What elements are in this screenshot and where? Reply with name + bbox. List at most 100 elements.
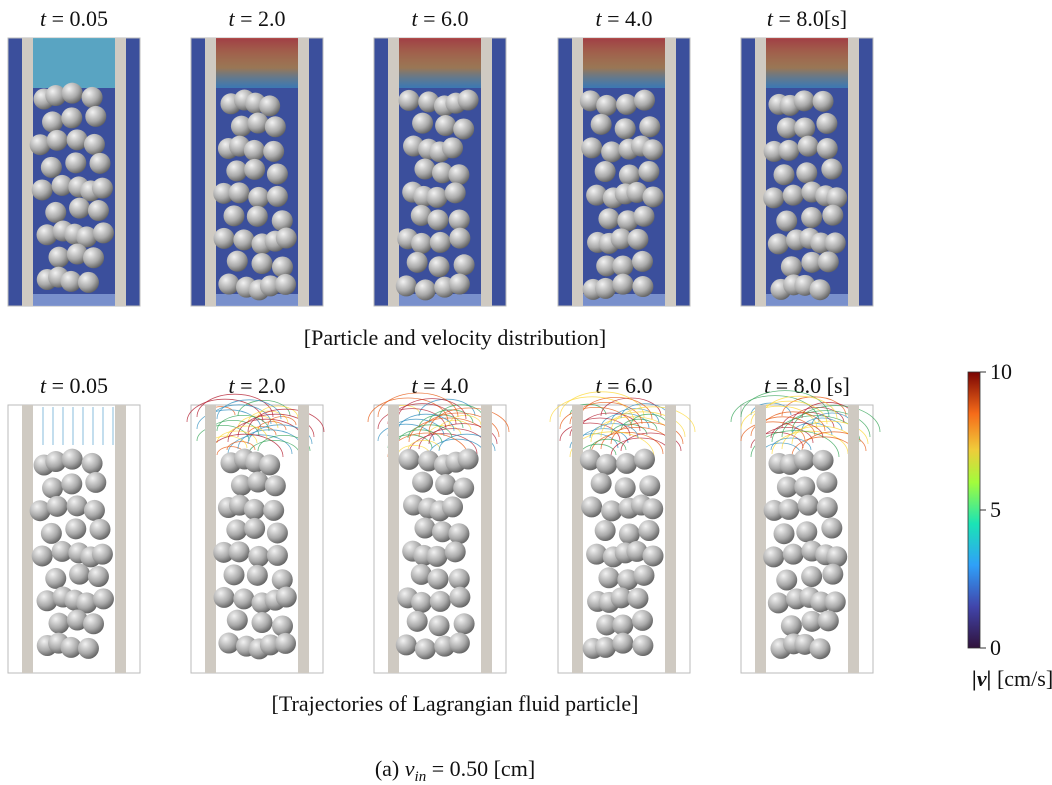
particle (247, 206, 268, 227)
time-value: = 4.0 (602, 6, 653, 31)
caption-var: v (405, 756, 415, 781)
row-caption: [Trajectories of Lagrangian fluid partic… (272, 691, 639, 716)
caption-prefix: (a) (375, 756, 405, 781)
particle (429, 256, 450, 277)
time-value: = 0.05 (46, 6, 108, 31)
particle (276, 228, 297, 249)
wall (298, 38, 309, 306)
particle (414, 159, 435, 180)
particle (642, 139, 663, 160)
particle (263, 141, 284, 162)
time-value: = 2.0 (235, 6, 286, 31)
particle (796, 521, 817, 542)
particle (591, 114, 612, 135)
particle (82, 453, 103, 474)
particle (248, 546, 269, 567)
particle (267, 545, 288, 566)
figure: [Particle and velocity distribution] [Tr… (0, 0, 1052, 785)
panel-label: t = 0.05 (40, 6, 108, 31)
particle (407, 252, 428, 273)
particle (449, 568, 470, 589)
particle (227, 251, 248, 272)
particle (47, 130, 68, 151)
particle (42, 111, 63, 132)
particle (612, 274, 633, 295)
particle (817, 497, 838, 518)
particle (45, 568, 66, 589)
particle (639, 116, 660, 137)
row-caption: [Particle and velocity distribution] (304, 325, 606, 350)
particle (85, 106, 106, 127)
particle (224, 205, 245, 226)
particle (822, 205, 843, 226)
particle (435, 115, 456, 136)
particle (632, 610, 653, 631)
particle (794, 90, 815, 111)
wall (848, 38, 859, 306)
panel (8, 405, 140, 673)
particle (427, 187, 448, 208)
particle (259, 454, 280, 475)
particle (634, 90, 655, 111)
panel-label: t = 6.0 (595, 373, 652, 398)
particle (78, 272, 99, 293)
fluid-top (583, 38, 665, 88)
particle (595, 520, 616, 541)
time-value: = 0.05 (46, 373, 108, 398)
particle (817, 138, 838, 159)
particle (449, 209, 470, 230)
panel (558, 38, 690, 306)
particle (78, 638, 99, 659)
particle (276, 587, 297, 608)
particle (82, 87, 103, 108)
particle (596, 454, 617, 475)
particle (244, 518, 265, 539)
particle (412, 113, 433, 134)
particle (62, 449, 83, 470)
particle (454, 254, 475, 275)
particle (88, 566, 109, 587)
particle (89, 519, 110, 540)
wall (22, 405, 33, 673)
fluid-bottom (33, 294, 115, 306)
particle (442, 496, 463, 517)
particle (48, 247, 69, 268)
particle (642, 498, 663, 519)
particle (251, 612, 272, 633)
panel-label: t = 6.0 (411, 6, 468, 31)
particle (449, 228, 470, 249)
particle (449, 274, 470, 295)
particle (428, 209, 449, 230)
particle (781, 256, 802, 277)
particle (638, 161, 659, 182)
wall (755, 405, 766, 673)
particle (226, 160, 247, 181)
particle (272, 257, 293, 278)
wall (205, 38, 216, 306)
particle (267, 186, 288, 207)
particle (826, 187, 847, 208)
panel (368, 393, 509, 673)
particle (415, 279, 436, 300)
particle (796, 162, 817, 183)
particle (449, 587, 470, 608)
wall (388, 405, 399, 673)
particle (778, 140, 799, 161)
particle (801, 566, 822, 587)
particle (218, 633, 239, 654)
particle (69, 564, 90, 585)
wall (665, 405, 676, 673)
particle (224, 564, 245, 585)
particle (825, 591, 846, 612)
particle (612, 633, 633, 654)
particle (449, 633, 470, 654)
particle (783, 544, 804, 565)
particle (442, 137, 463, 158)
particle (265, 475, 286, 496)
particle (632, 276, 653, 297)
particle (248, 113, 269, 134)
particle (267, 163, 288, 184)
particle (794, 449, 815, 470)
particle (48, 613, 69, 634)
particle (781, 615, 802, 636)
